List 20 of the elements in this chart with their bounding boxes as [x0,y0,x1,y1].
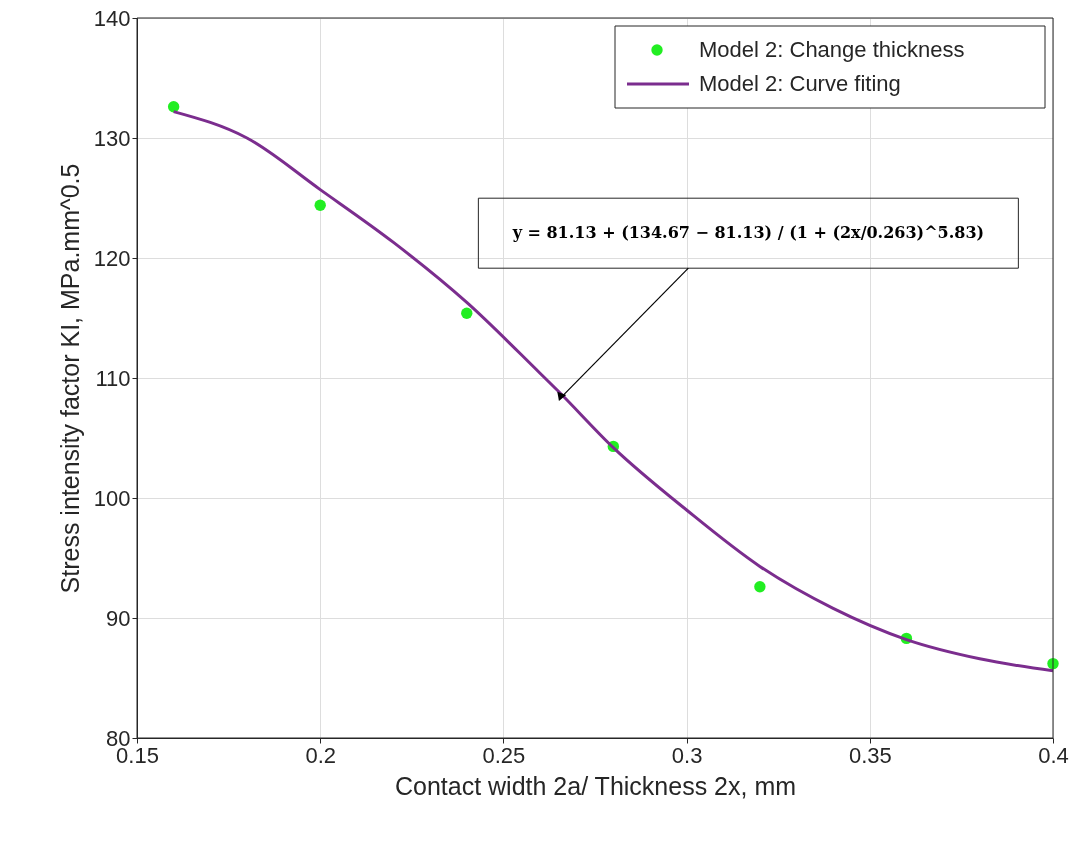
y-tick-label: 130 [93,125,131,151]
y-axis-title: Stress intensity factor KI, MPa.mm^0.5 [55,163,84,594]
y-tick-label: 110 [95,365,131,391]
y-tick-label: 90 [106,605,131,631]
legend-label: Model 2: Curve fiting [699,71,901,96]
x-tick-label: 0.2 [305,742,336,768]
x-axis-title: Contact width 2a/ Thickness 2x, mm [394,771,797,800]
x-tick-label: 0.25 [482,742,526,768]
annotation: y = 81.13 + (134.67 − 81.13) / (1 + (2x/0.263)^5.83) [511,223,985,243]
x-tick-label: 0.3 [671,742,703,768]
point [314,199,326,211]
point [167,101,180,113]
y-tick-label: 140 [93,5,131,31]
point [754,581,766,593]
legend-label: Model 2: Change thickness [699,37,965,62]
x-tick-label: 0.35 [848,742,892,768]
y-tick-label: 120 [93,245,131,271]
y-tick-label: 100 [93,485,131,511]
point [461,307,473,319]
x-tick-label: 0.4 [1038,742,1069,768]
